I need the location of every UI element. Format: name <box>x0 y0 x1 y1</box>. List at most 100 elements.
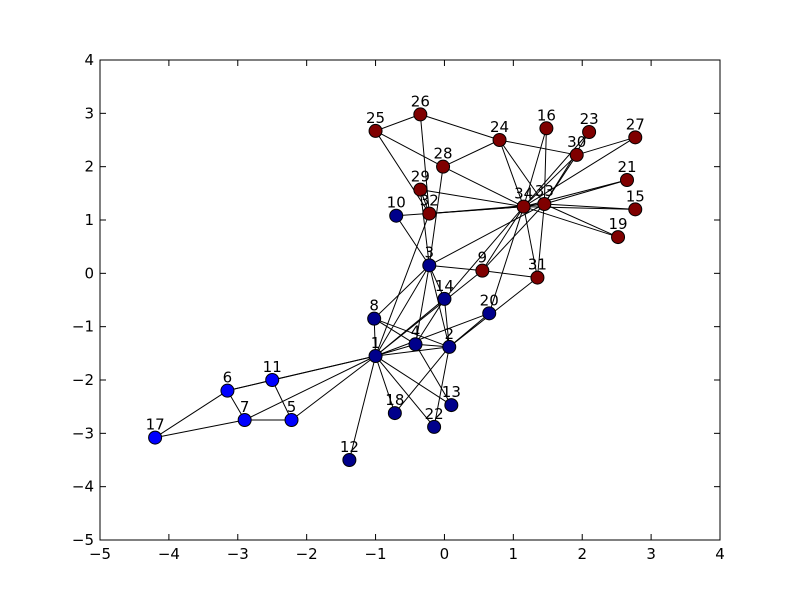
edge-3-4 <box>415 265 430 345</box>
edge-1-5 <box>291 355 376 421</box>
node-label-11: 11 <box>263 358 282 376</box>
edge-27-34 <box>523 136 636 208</box>
edge-4-13 <box>415 344 452 406</box>
y-tick-label: −4 <box>72 478 94 496</box>
x-tick-label: 2 <box>577 545 587 563</box>
edge-19-33 <box>544 203 619 238</box>
node-label-34: 34 <box>514 185 533 203</box>
node-13 <box>444 398 459 413</box>
node-label-4: 4 <box>411 322 421 340</box>
edge-1-3 <box>375 265 430 357</box>
node-label-1: 1 <box>371 334 381 352</box>
node-17 <box>148 430 163 445</box>
edge-5-11 <box>271 379 292 421</box>
node-label-33: 33 <box>535 182 554 200</box>
edge-1-14 <box>375 298 445 357</box>
node-label-5: 5 <box>287 398 297 416</box>
node-label-24: 24 <box>490 118 509 136</box>
edge-28-34 <box>442 166 524 208</box>
edge-27-30 <box>576 136 636 156</box>
node-19 <box>611 230 626 245</box>
node-22 <box>427 419 442 434</box>
edge-1-2 <box>375 346 450 357</box>
edge-6-11 <box>227 379 273 392</box>
node-label-15: 15 <box>626 187 645 205</box>
node-label-14: 14 <box>435 277 454 295</box>
plot-frame <box>99 59 721 541</box>
edge-29-34 <box>420 189 524 208</box>
edge-20-34 <box>488 206 525 314</box>
node-label-27: 27 <box>626 115 645 133</box>
node-label-13: 13 <box>442 383 461 401</box>
edge-32-34 <box>429 206 524 215</box>
node-label-32: 32 <box>420 192 439 210</box>
edge-26-32 <box>419 114 430 214</box>
node-label-19: 19 <box>608 215 627 233</box>
node-label-26: 26 <box>411 92 430 110</box>
edge-9-31 <box>482 270 538 279</box>
edge-2-8 <box>374 318 450 348</box>
node-label-16: 16 <box>537 106 556 124</box>
node-27 <box>628 130 643 145</box>
edge-1-7 <box>244 355 376 421</box>
plot-background <box>100 60 720 540</box>
edge-30-34 <box>523 154 578 208</box>
node-34 <box>516 199 531 214</box>
y-tick-label: −1 <box>72 318 94 336</box>
edge-24-26 <box>420 113 500 141</box>
node-24 <box>492 133 507 147</box>
edge-4-14 <box>415 298 445 345</box>
node-14 <box>437 291 452 306</box>
edge-25-28 <box>375 130 444 168</box>
node-label-28: 28 <box>434 145 453 163</box>
y-tick-label: −3 <box>72 424 94 442</box>
y-tick-label: 0 <box>84 264 94 282</box>
edge-19-34 <box>523 206 619 238</box>
node-label-3: 3 <box>425 243 435 261</box>
y-tick-label: 1 <box>84 211 94 229</box>
node-16 <box>539 121 554 136</box>
edge-24-28 <box>442 139 500 168</box>
node-8 <box>367 311 382 326</box>
node-11 <box>265 373 280 387</box>
node-label-23: 23 <box>580 110 599 128</box>
edge-1-18 <box>375 355 396 414</box>
node-23 <box>582 125 597 139</box>
node-labels-layer: 1234567891011121314151617181920212223242… <box>146 92 645 456</box>
node-label-29: 29 <box>411 168 430 186</box>
x-tick-label: 0 <box>440 545 450 563</box>
edge-3-8 <box>373 264 430 320</box>
edge-1-13 <box>375 355 452 406</box>
y-tick-label: 4 <box>84 51 94 69</box>
edge-1-20 <box>375 312 490 357</box>
node-label-12: 12 <box>340 438 359 456</box>
edge-16-33 <box>543 128 547 205</box>
node-label-18: 18 <box>385 391 404 409</box>
node-6 <box>220 383 235 398</box>
node-29 <box>413 182 428 197</box>
node-21 <box>620 173 634 187</box>
node-label-22: 22 <box>425 405 444 423</box>
node-1 <box>368 349 383 363</box>
node-label-21: 21 <box>617 158 636 176</box>
edge-1-32 <box>375 213 430 357</box>
x-tick-label: 3 <box>646 545 656 563</box>
node-label-25: 25 <box>366 109 385 127</box>
node-12 <box>342 453 357 467</box>
node-26 <box>413 107 428 122</box>
y-tick-label: 2 <box>84 158 94 176</box>
node-25 <box>368 123 383 138</box>
node-31 <box>530 270 545 285</box>
node-label-2: 2 <box>444 325 454 343</box>
edge-4-8 <box>373 318 416 345</box>
node-label-6: 6 <box>223 369 233 387</box>
edge-14-34 <box>444 206 525 300</box>
x-tick-label: −2 <box>296 545 318 563</box>
y-tick-label: 3 <box>84 104 94 122</box>
node-18 <box>387 406 402 421</box>
edge-16-34 <box>523 128 547 207</box>
node-5 <box>284 413 299 427</box>
node-10 <box>389 208 404 223</box>
